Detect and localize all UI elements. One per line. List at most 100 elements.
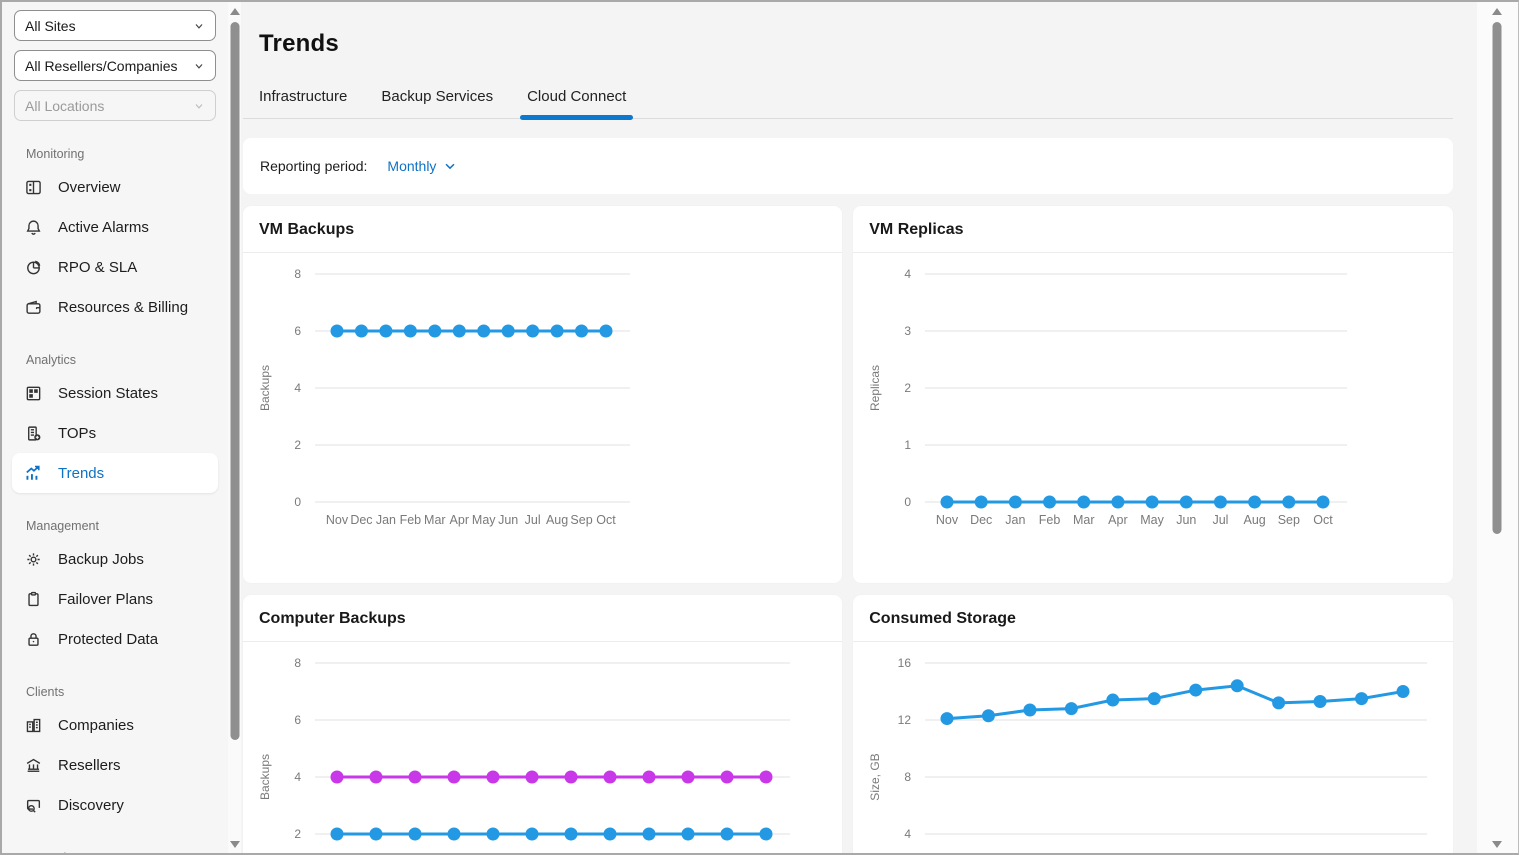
svg-text:Jan: Jan <box>1006 513 1026 527</box>
svg-text:Feb: Feb <box>400 513 422 527</box>
sidebar-item-label: Trends <box>58 464 105 482</box>
discovery-icon <box>24 796 42 814</box>
main-scrollbar-thumb[interactable] <box>1492 22 1502 534</box>
svg-text:Sep: Sep <box>1278 513 1300 527</box>
svg-text:2: 2 <box>294 827 301 841</box>
tab-cloud-connect[interactable]: Cloud Connect <box>520 82 634 120</box>
main-scrollbar[interactable] <box>1476 2 1518 853</box>
scroll-up-arrow-icon[interactable] <box>229 8 240 15</box>
sidebar-item-active-alarms[interactable]: Active Alarms <box>12 207 218 247</box>
reporting-period-dropdown[interactable]: Monthly <box>387 158 457 174</box>
scroll-down-arrow-icon[interactable] <box>1492 841 1503 848</box>
sidebar-item-label: Resellers <box>58 756 121 774</box>
sidebar-item-trends[interactable]: Trends <box>12 453 218 493</box>
consumed-storage-chart: 1612840Size, GBNovDecJanFebMarAprMayJunJ… <box>853 642 1452 853</box>
reporting-period-toolbar: Reporting period: Monthly <box>243 138 1453 194</box>
svg-text:Sep: Sep <box>570 513 592 527</box>
svg-text:Jun: Jun <box>498 513 518 527</box>
svg-text:12: 12 <box>898 713 912 727</box>
sidebar: All Sites All Resellers/Companies All Lo… <box>2 2 228 853</box>
sidebar-item-overview[interactable]: Overview <box>12 167 218 207</box>
svg-text:Mar: Mar <box>424 513 446 527</box>
svg-text:Replicas: Replicas <box>868 365 882 411</box>
svg-text:3: 3 <box>905 324 912 338</box>
svg-text:Dec: Dec <box>970 513 992 527</box>
vm-replicas-card: VM Replicas 4 3 2 1 0 Replicas Nov Dec Jan Feb Mar… <box>853 206 1453 583</box>
svg-text:6: 6 <box>294 713 301 727</box>
tops-icon <box>24 424 42 442</box>
svg-text:Dec: Dec <box>350 513 372 527</box>
scroll-down-arrow-icon[interactable] <box>229 841 240 848</box>
svg-text:May: May <box>1141 513 1165 527</box>
sidebar-item-companies[interactable]: Companies <box>12 705 218 745</box>
charts-grid: VM Backups 8 6 4 2 0 Backups Nov Dec Jan Feb Mar Ap… <box>243 206 1453 853</box>
sidebar-item-label: Companies <box>58 716 134 734</box>
sidebar-item-label: Failover Plans <box>58 590 154 608</box>
section-label-reporting: Reporting <box>26 851 216 853</box>
resellers-companies-filter-dropdown[interactable]: All Resellers/Companies <box>14 50 216 81</box>
lock-icon <box>24 630 42 648</box>
sidebar-scrollbar-thumb[interactable] <box>230 22 239 740</box>
chevron-down-icon <box>195 103 203 109</box>
svg-text:Aug: Aug <box>546 513 568 527</box>
reporting-period-label: Reporting period: <box>260 158 368 174</box>
sidebar-item-session-states[interactable]: Session States <box>12 373 218 413</box>
sidebar-item-backup-jobs[interactable]: Backup Jobs <box>12 539 218 579</box>
vm-backups-chart: 8 6 4 2 0 Backups Nov Dec Jan Feb Mar Apr May Jun Jul A… <box>243 253 842 582</box>
svg-text:2: 2 <box>905 381 912 395</box>
section-label-management: Management <box>26 519 99 533</box>
tab-infrastructure[interactable]: Infrastructure <box>259 88 348 105</box>
section-label-monitoring: Monitoring <box>26 147 85 161</box>
trends-icon <box>24 464 42 482</box>
sites-filter-dropdown[interactable]: All Sites <box>14 10 216 41</box>
svg-text:Size, GB: Size, GB <box>868 753 882 800</box>
sidebar-item-tops[interactable]: TOPs <box>12 413 218 453</box>
bank-icon <box>24 756 42 774</box>
svg-text:Oct: Oct <box>596 513 616 527</box>
reporting-period-value: Monthly <box>387 158 437 174</box>
svg-text:Backups: Backups <box>258 365 272 411</box>
svg-text:Aug: Aug <box>1244 513 1266 527</box>
svg-text:4: 4 <box>294 381 301 395</box>
sidebar-item-resources-billing[interactable]: Resources & Billing <box>12 287 218 327</box>
svg-text:8: 8 <box>294 656 301 670</box>
sidebar-item-discovery[interactable]: Discovery <box>12 785 218 825</box>
svg-text:0: 0 <box>294 495 301 509</box>
chart-title: VM Replicas <box>853 206 1453 253</box>
scroll-up-arrow-icon[interactable] <box>1492 8 1503 15</box>
overview-icon <box>24 178 42 196</box>
sidebar-item-resellers[interactable]: Resellers <box>12 745 218 785</box>
svg-text:1: 1 <box>905 438 912 452</box>
sidebar-item-label: Resources & Billing <box>58 298 189 316</box>
svg-text:Nov: Nov <box>326 513 349 527</box>
svg-text:8: 8 <box>905 770 912 784</box>
svg-text:Apr: Apr <box>450 513 469 527</box>
sidebar-item-rpo-sla[interactable]: RPO & SLA <box>12 247 218 287</box>
page-title: Trends <box>259 30 339 57</box>
vm-backups-card: VM Backups 8 6 4 2 0 Backups Nov Dec Jan Feb Mar Ap… <box>243 206 843 583</box>
section-label-clients: Clients <box>26 685 65 699</box>
tab-bar: Infrastructure Backup Services Cloud Con… <box>243 82 1453 120</box>
session-states-icon <box>24 384 42 402</box>
svg-text:2: 2 <box>294 438 301 452</box>
svg-text:Feb: Feb <box>1039 513 1061 527</box>
sidebar-item-protected-data[interactable]: Protected Data <box>12 619 218 659</box>
pie-chart-icon <box>24 258 42 276</box>
tab-backup-services[interactable]: Backup Services <box>381 88 494 105</box>
svg-text:4: 4 <box>905 827 912 841</box>
sidebar-scrollbar[interactable] <box>228 2 241 853</box>
computer-backups-chart: 86420BackupsNovDecJanFebMarAprMayJunJulA… <box>243 642 842 853</box>
svg-text:16: 16 <box>898 656 912 670</box>
locations-filter-dropdown: All Locations <box>14 90 216 121</box>
sidebar-item-label: Active Alarms <box>58 218 149 236</box>
svg-text:0: 0 <box>905 495 912 509</box>
sidebar-item-failover-plans[interactable]: Failover Plans <box>12 579 218 619</box>
consumed-storage-card: Consumed Storage 1612840Size, GBNovDecJa… <box>853 595 1453 853</box>
svg-text:Jan: Jan <box>376 513 396 527</box>
svg-text:4: 4 <box>905 267 912 281</box>
svg-text:4: 4 <box>294 770 301 784</box>
sidebar-item-label: Protected Data <box>58 630 159 648</box>
chart-title: VM Backups <box>243 206 843 253</box>
wallet-icon <box>24 298 42 316</box>
clipboard-icon <box>24 590 42 608</box>
